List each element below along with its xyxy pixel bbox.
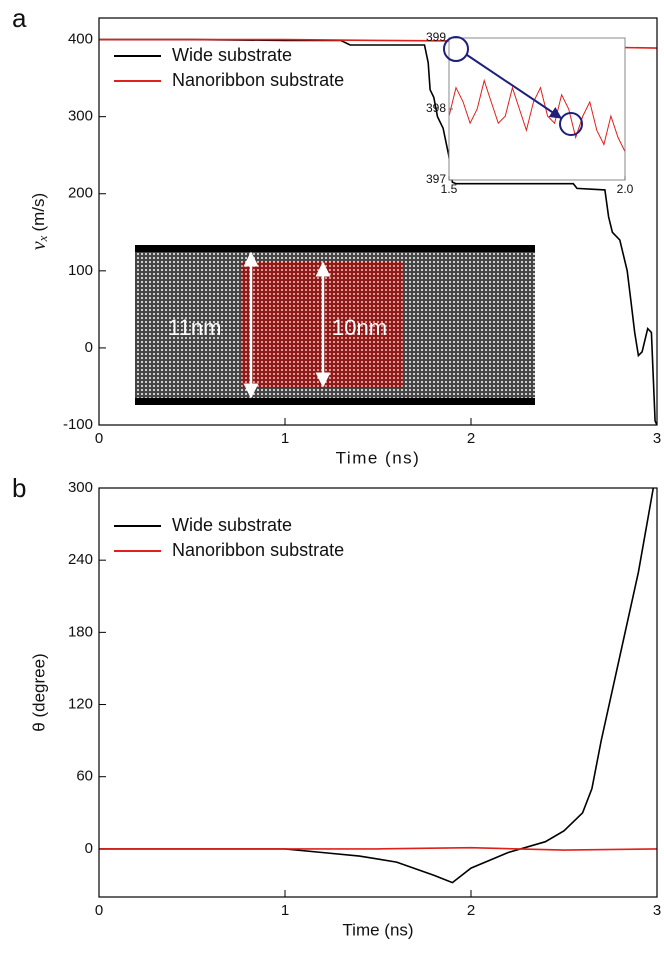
zoom-arrow bbox=[466, 54, 562, 119]
y-tick-label: 120 bbox=[68, 695, 93, 712]
y-tick-label: 300 bbox=[68, 479, 93, 496]
x-tick-label: 3 bbox=[653, 430, 661, 447]
inset-bg bbox=[449, 38, 625, 180]
plot-frame bbox=[98, 17, 658, 426]
y-tick-label: 0 bbox=[85, 840, 93, 857]
y-label-unit: (m/s) bbox=[29, 193, 48, 232]
y-tick-label: 60 bbox=[76, 768, 93, 785]
x-tick-label: 0 bbox=[95, 902, 103, 919]
y-tick-label: 200 bbox=[68, 185, 93, 202]
y-axis-label: θ (degree) bbox=[29, 653, 48, 731]
inset-y-tick-label: 397 bbox=[426, 172, 446, 186]
inset-x-tick-label: 2.0 bbox=[617, 182, 634, 196]
inset-y-tick-label: 398 bbox=[426, 101, 446, 115]
panel-label: a bbox=[12, 3, 27, 33]
x-axis-label: Time (ns) bbox=[342, 920, 413, 939]
legend-label: Wide substrate bbox=[172, 515, 292, 535]
annotation: 10nm bbox=[332, 315, 387, 340]
y-tick-label: 240 bbox=[68, 551, 93, 568]
nanostructure-image: 11nm 10nm bbox=[135, 245, 535, 405]
x-tick-label: 1 bbox=[281, 902, 289, 919]
y-tick-label: 0 bbox=[85, 339, 93, 356]
y-label-sub: x bbox=[35, 235, 50, 242]
x-tick-label: 0 bbox=[95, 430, 103, 447]
y-label-symbol: ν bbox=[28, 241, 50, 250]
legend-label: Nanoribbon substrate bbox=[172, 540, 344, 560]
x-tick-label: 1 bbox=[281, 430, 289, 447]
annotation: 11nm bbox=[168, 315, 221, 340]
inset-x-tick-label: 1.5 bbox=[441, 182, 458, 196]
zoom-circle bbox=[443, 36, 469, 62]
y-tick-label: 400 bbox=[68, 31, 93, 48]
y-tick-label: 180 bbox=[68, 623, 93, 640]
series-line bbox=[448, 78, 626, 152]
x-tick-label: 3 bbox=[653, 902, 661, 919]
panel-label: b bbox=[12, 473, 26, 503]
y-tick-label: 300 bbox=[68, 108, 93, 125]
series-line bbox=[99, 846, 657, 851]
inset-y-tick-label: 399 bbox=[426, 30, 446, 44]
series-line bbox=[99, 488, 655, 884]
plot-frame bbox=[98, 487, 658, 898]
series-line bbox=[99, 38, 657, 425]
legend-label: Wide substrate bbox=[172, 45, 292, 65]
y-tick-label: -100 bbox=[63, 416, 93, 433]
x-tick-label: 2 bbox=[467, 902, 475, 919]
y-axis-label: νx (m/s) bbox=[28, 193, 50, 250]
legend-label: Nanoribbon substrate bbox=[172, 70, 344, 90]
zoom-circle bbox=[559, 112, 583, 136]
x-axis-label: Time (ns) bbox=[336, 448, 421, 467]
y-tick-label: 100 bbox=[68, 262, 93, 279]
x-tick-label: 2 bbox=[467, 430, 475, 447]
